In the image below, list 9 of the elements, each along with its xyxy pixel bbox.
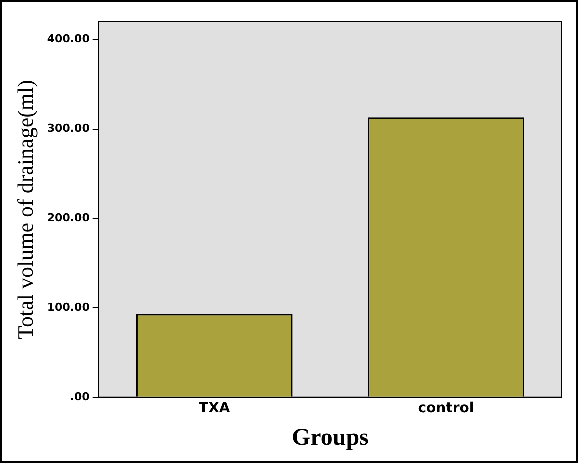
x-axis-title: Groups xyxy=(292,424,369,451)
y-tick-label: 300.00 xyxy=(47,122,90,136)
y-tick-label: .00 xyxy=(70,390,90,404)
x-tick-label: control xyxy=(418,400,474,416)
x-tick-label: TXA xyxy=(199,400,230,416)
y-tick-label: 200.00 xyxy=(47,211,90,224)
y-tick-label: 400.00 xyxy=(47,32,90,46)
y-tick-label: 100.00 xyxy=(47,300,90,314)
y-axis-title: Total volume of drainage(ml) xyxy=(12,80,38,340)
